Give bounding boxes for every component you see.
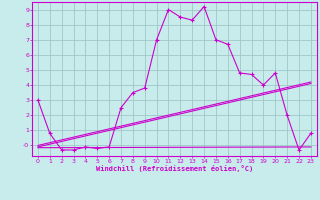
X-axis label: Windchill (Refroidissement éolien,°C): Windchill (Refroidissement éolien,°C) bbox=[96, 165, 253, 172]
